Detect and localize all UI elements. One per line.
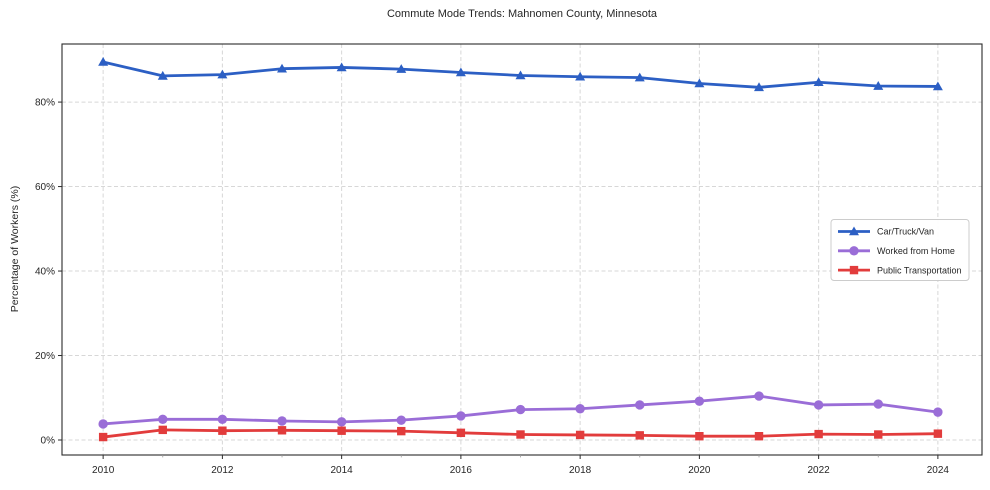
series-marker-car-truck-van	[157, 70, 168, 80]
series-marker-worked-from-home	[98, 419, 108, 429]
series-marker-car-truck-van	[515, 70, 526, 80]
series-marker-worked-from-home	[694, 396, 705, 406]
x-tick-label: 2016	[450, 465, 473, 476]
x-tick-label: 2024	[927, 465, 950, 476]
legend-label: Worked from Home	[877, 246, 955, 256]
series-marker-car-truck-van	[277, 63, 288, 73]
series-marker-worked-from-home	[813, 400, 824, 410]
x-tick-label: 2020	[688, 465, 711, 476]
y-tick-label: 60%	[35, 182, 55, 193]
series-marker-public-transportation	[277, 426, 287, 435]
series-marker-worked-from-home	[277, 416, 287, 426]
x-tick-label: 2010	[92, 465, 115, 476]
series-marker-worked-from-home	[396, 415, 406, 425]
legend-marker-square	[849, 265, 859, 275]
series-marker-car-truck-van	[634, 72, 645, 82]
series-marker-worked-from-home	[933, 407, 943, 417]
series-marker-worked-from-home	[635, 400, 645, 410]
series-marker-car-truck-van	[98, 56, 109, 66]
x-tick-label: 2014	[331, 465, 354, 476]
series-marker-public-transportation	[158, 425, 167, 435]
y-tick-label: 0%	[41, 436, 56, 447]
legend-label: Car/Truck/Van	[877, 227, 934, 237]
series-marker-car-truck-van	[217, 69, 228, 79]
series-marker-worked-from-home	[754, 391, 764, 401]
series-marker-worked-from-home	[217, 414, 228, 425]
series-marker-car-truck-van	[873, 81, 884, 90]
series-marker-worked-from-home	[336, 417, 347, 427]
series-marker-car-truck-van	[455, 67, 466, 77]
x-tick-label: 2018	[569, 465, 592, 476]
series-marker-public-transportation	[218, 426, 227, 435]
legend-box	[830, 219, 970, 281]
series-marker-public-transportation	[337, 426, 346, 435]
series-marker-public-transportation	[575, 430, 585, 440]
series-marker-worked-from-home	[158, 414, 168, 425]
plot-border	[61, 43, 983, 456]
x-tick-label: 2012	[211, 465, 234, 476]
legend-marker-triangle	[849, 226, 859, 236]
series-marker-public-transportation	[456, 428, 466, 438]
series-marker-public-transportation	[695, 432, 704, 441]
series-marker-worked-from-home	[873, 399, 883, 409]
series-marker-car-truck-van	[932, 81, 943, 91]
series-marker-car-truck-van	[813, 77, 824, 87]
series-marker-car-truck-van	[336, 62, 347, 72]
series-marker-worked-from-home	[575, 404, 585, 414]
y-tick-label: 80%	[35, 98, 55, 109]
chart-title: Commute Mode Trends: Mahnomen County, Mi…	[386, 8, 658, 20]
series-marker-public-transportation	[98, 432, 108, 442]
series-marker-public-transportation	[933, 429, 943, 438]
series-marker-car-truck-van	[754, 82, 765, 92]
series-marker-public-transportation	[397, 426, 406, 436]
series-marker-public-transportation	[516, 430, 525, 439]
series-marker-public-transportation	[874, 430, 883, 439]
x-tick-label: 2022	[808, 465, 831, 476]
series-marker-worked-from-home	[456, 411, 466, 421]
series-marker-car-truck-van	[694, 78, 705, 88]
legend-label: Public Transportation	[877, 265, 962, 275]
series-marker-car-truck-van	[396, 64, 407, 73]
series-marker-car-truck-van	[575, 71, 586, 81]
series-marker-public-transportation	[814, 429, 823, 439]
legend-marker-circle	[849, 246, 859, 256]
y-tick-label: 20%	[35, 351, 55, 362]
y-tick-label: 40%	[35, 267, 55, 278]
series-marker-worked-from-home	[515, 404, 526, 415]
series-marker-public-transportation	[635, 431, 644, 440]
series-marker-public-transportation	[754, 432, 764, 441]
